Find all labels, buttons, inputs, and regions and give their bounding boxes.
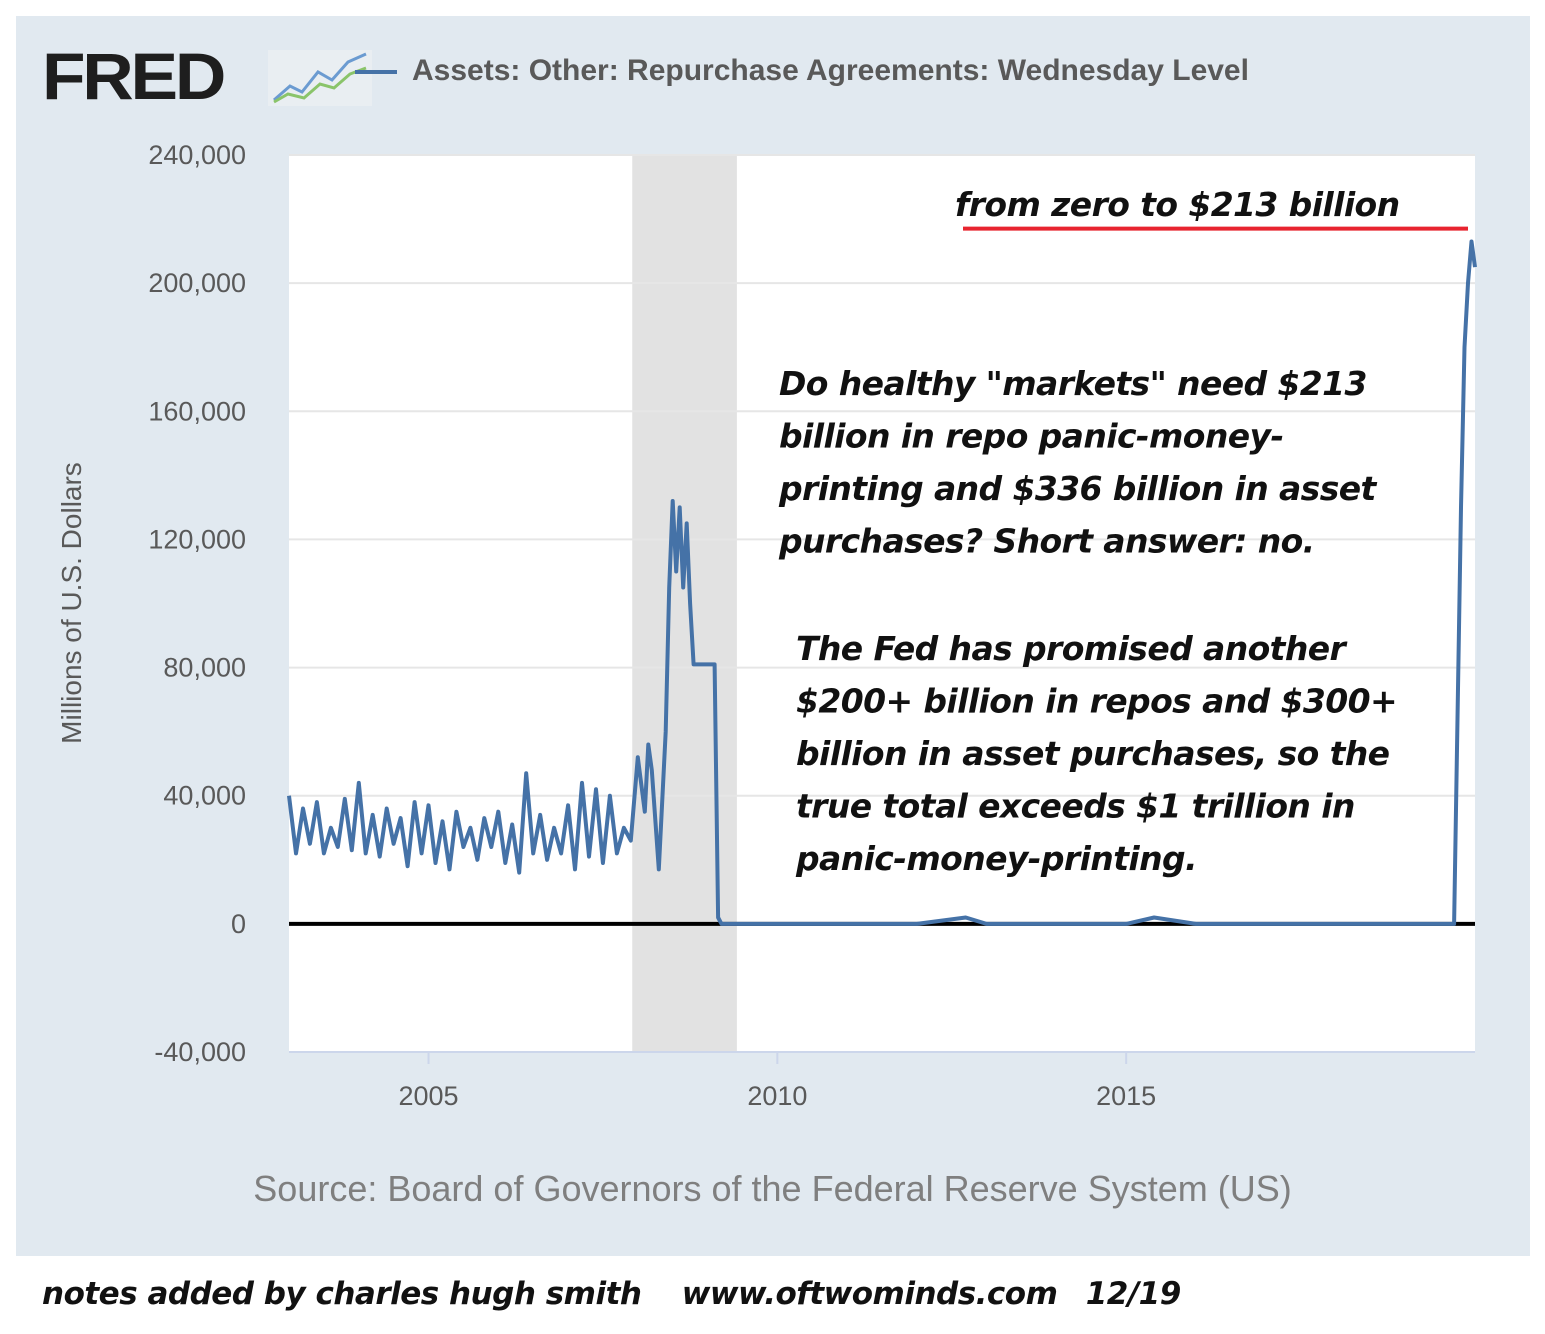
footer-url[interactable]: www.oftwominds.com [681, 1276, 1058, 1312]
annotation-question-line: Do healthy "markets" need $213 [779, 364, 1367, 403]
series-line [287, 239, 1477, 926]
y-tick-label: 240,000 [148, 140, 246, 170]
y-tick-label: 0 [231, 909, 246, 939]
y-tick-label: 40,000 [163, 781, 246, 811]
y-tick-label: -40,000 [154, 1037, 246, 1067]
y-tick-label: 200,000 [148, 268, 246, 298]
footer: notes added by charles hugh smith www.of… [42, 1276, 1181, 1312]
fred-logo[interactable]: FRED [42, 39, 372, 113]
annotation-promise-line: $200+ billion in repos and $300+ [796, 682, 1397, 721]
y-tick-label: 80,000 [163, 653, 246, 683]
y-tick-label: 120,000 [148, 524, 246, 554]
annotation-promise-line: billion in asset purchases, so the [796, 734, 1390, 773]
annotation-question-line: printing and $336 billion in asset [778, 469, 1378, 508]
annotation-promise-line: true total exceeds $1 trillion in [796, 787, 1355, 826]
annotation-question-line: billion in repo panic-money- [779, 417, 1284, 456]
annotation-question-line: purchases? Short answer: no. [778, 522, 1315, 561]
legend-swatch [355, 70, 397, 74]
chart-line-icon [268, 50, 372, 111]
footer-date: 12/19 [1085, 1276, 1182, 1312]
recession-band [632, 155, 737, 1052]
x-tick-label: 2010 [747, 1081, 807, 1111]
legend-label[interactable]: Assets: Other: Repurchase Agreements: We… [412, 54, 1249, 87]
annotation-promise-line: panic-money-printing. [795, 839, 1197, 878]
x-tick-label: 2015 [1096, 1081, 1156, 1111]
annotation-promise-line: The Fed has promised another [796, 629, 1348, 668]
x-tick-label: 2005 [398, 1081, 458, 1111]
footer-author: notes added by charles hugh smith [42, 1276, 642, 1312]
plot-area [289, 155, 1475, 1052]
y-tick-label: 160,000 [148, 396, 246, 426]
fred-logo-text: FRED [42, 39, 226, 113]
source-note: Source: Board of Governors of the Federa… [253, 1168, 1292, 1209]
annotation-headline-line: from zero to $213 billion [955, 185, 1400, 224]
